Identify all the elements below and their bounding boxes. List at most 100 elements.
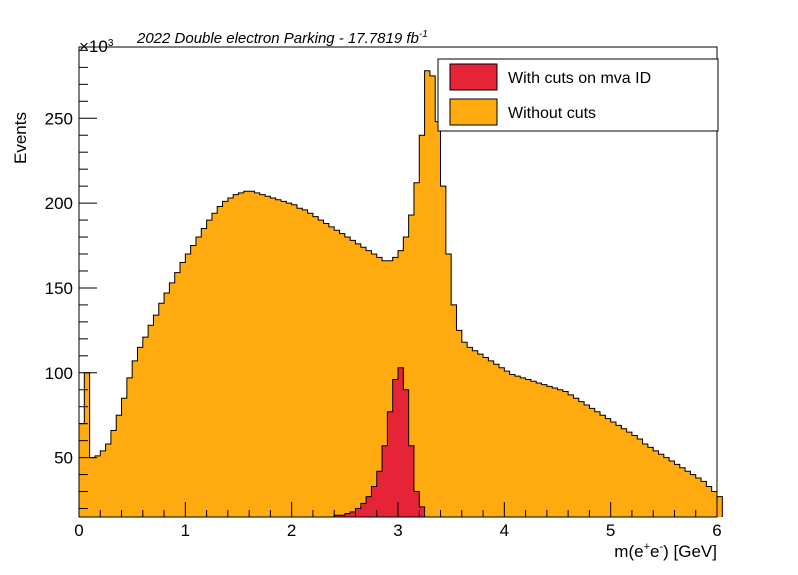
without-cuts-bin: [302, 209, 309, 517]
without-cuts-bin: [557, 389, 564, 517]
without-cuts-bin: [499, 367, 505, 517]
without-cuts-bin: [254, 192, 261, 518]
without-cuts-bin: [382, 260, 388, 517]
without-cuts-bin: [89, 457, 96, 517]
without-cuts-bin: [339, 233, 346, 517]
without-cuts-bin: [307, 213, 314, 517]
without-cuts-bin: [717, 496, 723, 517]
x-tick-label: 1: [181, 521, 190, 540]
without-cuts-bin: [509, 374, 516, 517]
x-tick-label: 3: [393, 521, 402, 540]
without-cuts-bin: [328, 226, 335, 518]
legend-swatch-with-cuts: [449, 63, 498, 91]
without-cuts-bin: [653, 450, 659, 517]
without-cuts-bin: [440, 186, 447, 517]
without-cuts-bin: [137, 347, 144, 517]
without-cuts-bin: [552, 388, 558, 517]
without-cuts-bin: [615, 425, 622, 517]
without-cuts-bin: [600, 415, 606, 517]
without-cuts-bin: [270, 198, 277, 517]
y-tick-label: 150: [45, 279, 73, 298]
y-tick-label: 250: [45, 109, 73, 128]
y-tick-label: 100: [45, 364, 73, 383]
without-cuts-bin: [642, 444, 649, 517]
without-cuts-bin: [472, 350, 479, 517]
without-cuts-bin: [658, 454, 665, 517]
without-cuts-bin: [408, 214, 415, 518]
without-cuts-bin: [366, 250, 372, 518]
without-cuts-bin: [525, 379, 532, 517]
y-axis-multiplier: ×103: [79, 37, 114, 56]
without-cuts-bin: [637, 438, 643, 517]
without-cuts-bin: [530, 381, 537, 517]
without-cuts-bin: [573, 398, 580, 517]
without-cuts-bin: [541, 384, 548, 517]
with-cuts-bin: [403, 389, 410, 517]
with-cuts-bin: [339, 515, 346, 517]
without-cuts-bin: [605, 418, 612, 517]
without-cuts-bin: [674, 464, 681, 517]
legend-label-with-cuts: With cuts on mva ID: [508, 70, 651, 87]
without-cuts-bin: [355, 243, 362, 517]
x-tick-label: 4: [500, 521, 509, 540]
without-cuts-bin: [206, 220, 213, 517]
with-cuts-bin: [382, 445, 388, 517]
without-cuts-bin: [132, 360, 138, 517]
without-cuts-bin: [323, 223, 330, 517]
x-axis-label: m(e+e-) [GeV]: [614, 541, 717, 561]
without-cuts-bin: [174, 272, 181, 517]
without-cuts-bin: [79, 423, 85, 517]
without-cuts-bin: [631, 435, 638, 517]
without-cuts-outline: [78, 70, 723, 517]
without-cuts-bin: [201, 228, 207, 518]
y-tick-label: 50: [54, 449, 73, 468]
without-cuts-bin: [142, 337, 149, 517]
without-cuts-bin: [504, 371, 511, 517]
without-cuts-bin: [217, 206, 223, 518]
without-cuts-bin: [100, 450, 106, 517]
without-cuts-bin: [233, 194, 239, 517]
chart-title-main: 2022 Double electron Parking - 17.7819 f…: [136, 30, 419, 47]
x-axis-label-sup2: -: [659, 541, 663, 553]
x-axis-label-base: m(e: [614, 542, 643, 561]
without-cuts-bin: [685, 471, 691, 517]
without-cuts-bin: [626, 432, 633, 517]
with-cuts-bin: [408, 445, 415, 517]
y-axis-label: Events: [11, 112, 30, 164]
without-cuts-bin: [259, 194, 266, 517]
without-cuts-bin: [110, 430, 117, 517]
with-cuts-bin: [366, 496, 372, 517]
x-axis-ticks: 0 1 2 3 4 5 6: [74, 502, 722, 540]
x-tick-label: 6: [712, 521, 721, 540]
without-cuts-bin: [281, 201, 287, 517]
x-tick-label: 2: [287, 521, 296, 540]
with-cuts-bin: [334, 515, 340, 517]
without-cuts-bin: [711, 491, 718, 517]
without-cuts-bin: [419, 135, 425, 518]
without-cuts-bin: [265, 196, 271, 517]
without-cuts-bin: [116, 415, 122, 517]
without-cuts-bin: [249, 191, 255, 517]
x-tick-label: 0: [74, 521, 83, 540]
without-cuts-bin: [185, 254, 192, 517]
with-cuts-bin: [360, 503, 367, 517]
with-cuts-bin: [392, 379, 399, 517]
without-cuts-bin: [153, 315, 160, 517]
with-cuts-bin: [350, 511, 356, 517]
chart-title-sup: -1: [419, 29, 428, 40]
without-cuts-bin: [376, 257, 383, 517]
with-cuts-bin: [419, 506, 425, 517]
legend-swatch-without-cuts: [449, 98, 498, 126]
without-cuts-bin: [514, 376, 521, 517]
without-cuts-bin: [706, 486, 713, 517]
without-cuts-bin: [413, 182, 420, 518]
without-cuts-bin: [429, 75, 436, 517]
without-cuts-bin: [318, 220, 324, 517]
without-cuts-bin: [371, 254, 378, 517]
without-cuts-bin: [344, 237, 351, 518]
without-cuts-bin: [461, 342, 468, 517]
without-cuts-bin: [488, 360, 495, 517]
without-cuts-bin: [621, 428, 628, 517]
without-cuts-bin: [520, 377, 526, 517]
